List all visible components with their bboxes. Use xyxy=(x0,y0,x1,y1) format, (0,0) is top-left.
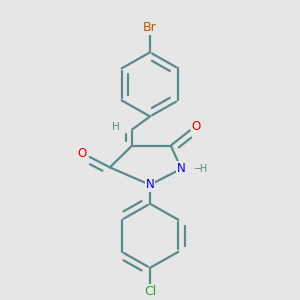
Text: Br: Br xyxy=(143,21,157,34)
Text: N: N xyxy=(146,178,154,191)
Text: N: N xyxy=(177,162,186,175)
Text: ─H: ─H xyxy=(194,164,208,174)
Text: O: O xyxy=(192,119,201,133)
Text: O: O xyxy=(77,148,87,160)
Text: Cl: Cl xyxy=(144,286,156,298)
Text: H: H xyxy=(112,122,120,132)
